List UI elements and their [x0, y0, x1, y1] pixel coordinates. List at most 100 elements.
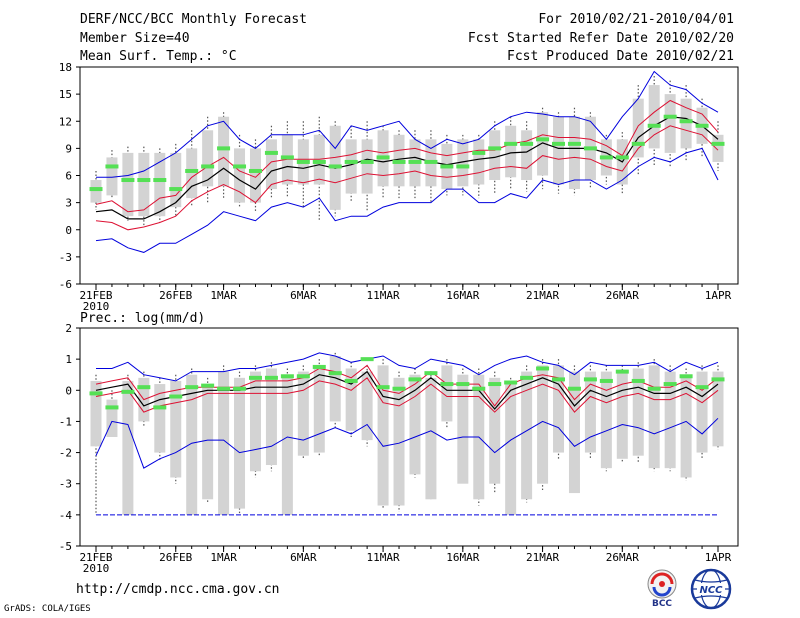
temp-box: [90, 180, 102, 203]
temp-median-mark: [567, 141, 581, 146]
prec-median-mark: [711, 377, 725, 382]
temp-median-mark: [536, 137, 550, 142]
temp-median-mark: [695, 123, 709, 128]
temp-median-mark: [201, 164, 215, 169]
temp-median-mark: [328, 164, 342, 169]
prec-median-mark: [248, 375, 262, 380]
prec-median-mark: [344, 378, 358, 383]
prec-box: [361, 371, 373, 441]
ncc-logo-text: NCC: [699, 585, 723, 596]
prec-box: [696, 371, 708, 453]
temp-median-mark: [217, 146, 231, 151]
prec-box: [249, 371, 261, 472]
temp-median-mark: [89, 187, 103, 192]
prec-median-mark: [663, 382, 677, 387]
prec-median-mark: [520, 375, 534, 380]
temp-xtick-label: 1MAR: [210, 289, 237, 302]
bcc-logo-text: BCC: [652, 599, 672, 608]
prec-median-mark: [488, 382, 502, 387]
prec-box: [425, 377, 437, 500]
forecast-start-date: Fcst Started Refer Date 2010/02/20: [467, 31, 734, 46]
temp-ytick-label: 12: [59, 115, 72, 128]
prec-box: [712, 371, 724, 447]
temp-median-mark: [408, 159, 422, 164]
temp-box: [457, 139, 469, 187]
prec-median-mark: [424, 371, 438, 376]
prec-xtick-year: 2010: [83, 562, 110, 575]
temp-median-mark: [105, 164, 119, 169]
temp-median-mark: [583, 146, 597, 151]
prec-median-mark: [472, 386, 486, 391]
temp-median-mark: [552, 141, 566, 146]
prec-median-mark: [392, 386, 406, 391]
temp-median-mark: [456, 164, 470, 169]
temp-median-mark: [344, 159, 358, 164]
prec-box: [377, 365, 389, 506]
prec-box: [568, 371, 580, 494]
temp-box: [680, 98, 692, 149]
temp-median-mark: [248, 168, 262, 173]
prec-xtick-label: 26MAR: [606, 551, 639, 564]
prec-box: [90, 380, 102, 447]
prec-box: [616, 371, 628, 459]
temp-box: [473, 139, 485, 185]
ncc-logo-icon: NCC: [690, 568, 732, 610]
temp-box: [489, 130, 501, 181]
prec-box: [648, 365, 660, 469]
prec-median-mark: [137, 385, 151, 390]
temp-xtick-label: 11MAR: [367, 289, 400, 302]
temp-xtick-label: 26MAR: [606, 289, 639, 302]
prec-ytick-label: 1: [65, 353, 72, 366]
temp-box: [712, 134, 724, 162]
prec-xtick-label: 21MAR: [526, 551, 559, 564]
prec-median-mark: [679, 374, 693, 379]
temp-xtick-label: 1APR: [705, 289, 732, 302]
temp-median-mark: [296, 159, 310, 164]
prec-box: [521, 371, 533, 500]
prec-ytick-label: -4: [59, 509, 73, 522]
temp-median-mark: [280, 155, 294, 160]
prec-box: [600, 371, 612, 469]
prec-median-mark: [105, 405, 119, 410]
temp-ytick-label: 3: [65, 197, 72, 210]
grads-credit: GrADS: COLA/IGES: [4, 604, 91, 614]
prec-box: [537, 365, 549, 484]
temp-median-mark: [504, 141, 518, 146]
prec-median-mark: [296, 374, 310, 379]
prec-box: [680, 374, 692, 478]
prec-median-mark: [153, 405, 167, 410]
temp-box: [138, 152, 150, 217]
temp-ytick-label: 6: [65, 170, 72, 183]
temp-ytick-label: -6: [59, 278, 72, 291]
prec-ytick-label: -5: [59, 540, 72, 553]
prec-box: [170, 380, 182, 478]
prec-median-mark: [89, 391, 103, 396]
variable-label: Mean Surf. Temp.: °C: [80, 49, 237, 64]
prec-xtick-label: 6MAR: [290, 551, 317, 564]
prec-box: [106, 399, 118, 437]
temp-median-mark: [121, 178, 135, 183]
temp-median-mark: [440, 164, 454, 169]
temp-box: [553, 116, 565, 185]
prec-median-mark: [169, 394, 183, 399]
temp-box: [521, 130, 533, 181]
temp-xtick-label: 21MAR: [526, 289, 559, 302]
prec-ytick-label: 2: [65, 322, 72, 335]
prec-box: [393, 377, 405, 506]
temp-median-mark: [679, 119, 693, 124]
prec-xtick-label: 1MAR: [210, 551, 237, 564]
temp-xtick-label: 21FEB: [79, 289, 112, 302]
temp-box: [106, 157, 118, 196]
temp-median-mark: [312, 159, 326, 164]
prec-box: [664, 371, 676, 469]
prec-xtick-label: 1APR: [705, 551, 732, 564]
temp-ytick-label: 0: [65, 224, 72, 237]
prec-box: [297, 371, 309, 456]
temp-median-mark: [631, 141, 645, 146]
prec-xtick-label: 21FEB: [79, 551, 112, 564]
prec-box: [313, 365, 325, 453]
temp-box: [568, 116, 580, 190]
temp-box: [664, 94, 676, 153]
prec-median-mark: [695, 385, 709, 390]
